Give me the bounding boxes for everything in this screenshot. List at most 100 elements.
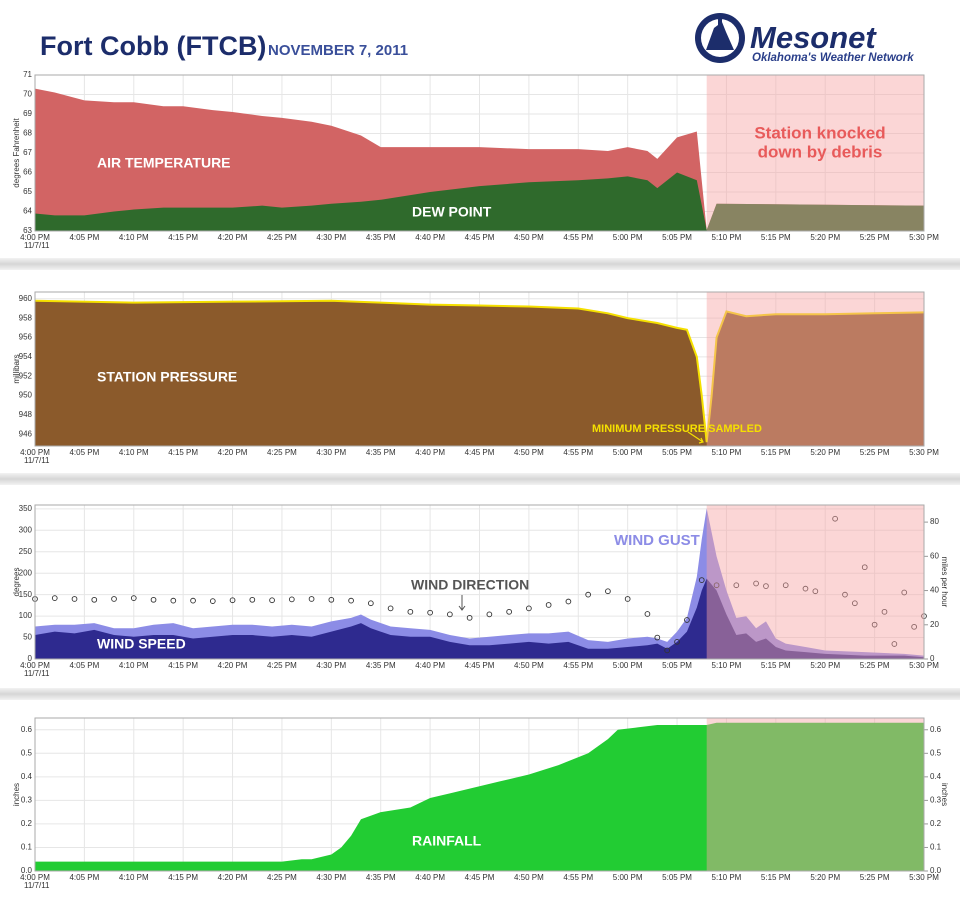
- y-tick-label: 70: [23, 90, 32, 99]
- x-tick-label: 4:50 PM: [514, 661, 544, 670]
- x-tick-label: 4:10 PM: [119, 448, 149, 457]
- x-tick-label: 4:20 PM: [218, 661, 248, 670]
- annotation-arrow: [687, 431, 704, 444]
- y-tick-label: 68: [23, 129, 32, 138]
- x-tick-label: 5:30 PM: [909, 448, 939, 457]
- separator: [0, 688, 960, 700]
- area: [35, 578, 924, 659]
- x-tick-label: 5:20 PM: [810, 873, 840, 882]
- point: [367, 600, 374, 607]
- x-date-label: 11/7/11: [24, 456, 50, 465]
- y-tick-label: 0.4: [21, 772, 33, 781]
- point: [308, 596, 315, 602]
- y2-tick-label: 0.5: [930, 748, 942, 757]
- chart-panel: 4:00 PM 4:05 PM 4:10 PM 4:15 PM 4:20 PM 4:25 …: [12, 291, 939, 465]
- shaded-region: [706, 75, 924, 231]
- y2-tick-label: 0.2: [930, 819, 942, 828]
- y2-tick-label: 0.3: [930, 795, 942, 804]
- x-tick-label: 5:15 PM: [761, 233, 791, 242]
- point: [506, 608, 512, 615]
- y-tick-label: 950: [19, 391, 33, 400]
- plot-border: [34, 504, 925, 660]
- plot-border: [34, 74, 925, 232]
- point: [698, 577, 705, 583]
- y2-tick-label: 80: [930, 517, 939, 526]
- x-tick-label: 4:35 PM: [366, 233, 396, 242]
- x-date-label: 11/7/11: [24, 241, 50, 250]
- y2-tick-label: 40: [930, 586, 939, 595]
- separator: [0, 258, 960, 270]
- x-tick-label: 4:15 PM: [168, 233, 198, 242]
- point: [911, 623, 917, 630]
- y-tick-label: 200: [19, 568, 33, 577]
- x-tick-label: 4:05 PM: [69, 661, 99, 670]
- x-tick-label: 5:10 PM: [712, 448, 742, 457]
- point: [150, 596, 157, 603]
- x-tick-label: 5:10 PM: [712, 233, 742, 242]
- point: [605, 588, 611, 595]
- chart-panel: 4:00 PM 4:05 PM 4:10 PM 4:15 PM 4:20 PM 4:25 …: [12, 717, 949, 890]
- series-label: DEW POINT: [412, 204, 492, 220]
- x-tick-label: 5:20 PM: [810, 661, 840, 670]
- plot-border: [34, 291, 925, 447]
- point: [348, 597, 354, 604]
- logo-text: Mesonet: [750, 20, 877, 55]
- x-tick-label: 4:35 PM: [366, 873, 396, 882]
- x-tick-label: 5:25 PM: [860, 233, 890, 242]
- y-axis-label: inches: [12, 783, 21, 806]
- x-tick-label: 4:30 PM: [316, 661, 346, 670]
- y-tick-label: 300: [19, 525, 33, 534]
- y-tick-label: 0.6: [21, 725, 33, 734]
- x-tick-label: 5:25 PM: [860, 873, 890, 882]
- y-tick-label: 350: [19, 504, 33, 513]
- x-tick-label: 4:40 PM: [415, 233, 445, 242]
- x-date-label: 11/7/11: [24, 881, 50, 890]
- x-tick-label: 4:30 PM: [316, 448, 346, 457]
- point: [881, 608, 888, 615]
- y-tick-label: 0.2: [21, 819, 33, 828]
- x-tick-label: 5:10 PM: [712, 661, 742, 670]
- point: [664, 647, 671, 654]
- plot-border: [34, 717, 925, 872]
- x-tick-label: 4:40 PM: [415, 873, 445, 882]
- y2-tick-label: 60: [930, 551, 939, 560]
- line: [34, 299, 925, 443]
- y-tick-label: 960: [19, 294, 33, 303]
- point: [328, 596, 335, 603]
- y2-tick-label: 0: [930, 654, 935, 663]
- point: [526, 605, 532, 612]
- point: [782, 582, 789, 589]
- point: [624, 596, 631, 602]
- x-tick-label: 4:55 PM: [563, 873, 593, 882]
- area: [35, 300, 924, 446]
- point: [901, 589, 908, 596]
- point: [111, 596, 117, 602]
- point: [565, 598, 572, 605]
- x-tick-label: 4:45 PM: [465, 873, 495, 882]
- x-tick-label: 5:05 PM: [662, 661, 692, 670]
- x-tick-label: 4:45 PM: [465, 661, 495, 670]
- series-label: RAINFALL: [412, 833, 482, 849]
- shaded-region: [706, 718, 924, 871]
- x-tick-label: 5:15 PM: [761, 661, 791, 670]
- x-tick-label: 5:20 PM: [810, 448, 840, 457]
- point: [644, 611, 651, 617]
- y-tick-label: 0.3: [21, 795, 33, 804]
- x-tick-label: 4:55 PM: [563, 448, 593, 457]
- point: [209, 598, 216, 604]
- y-tick-label: 65: [23, 187, 32, 196]
- y-tick-label: 64: [23, 207, 32, 216]
- point: [852, 600, 858, 607]
- x-tick-label: 4:00 PM: [20, 448, 50, 457]
- point: [802, 585, 809, 592]
- x-tick-label: 4:45 PM: [465, 448, 495, 457]
- point: [130, 595, 137, 601]
- separator: [0, 473, 960, 485]
- y-tick-label: 0.1: [21, 843, 33, 852]
- point: [733, 582, 740, 589]
- x-tick-label: 4:45 PM: [465, 233, 495, 242]
- x-tick-label: 4:35 PM: [366, 661, 396, 670]
- point: [288, 596, 295, 603]
- series-label: STATION PRESSURE: [97, 369, 237, 385]
